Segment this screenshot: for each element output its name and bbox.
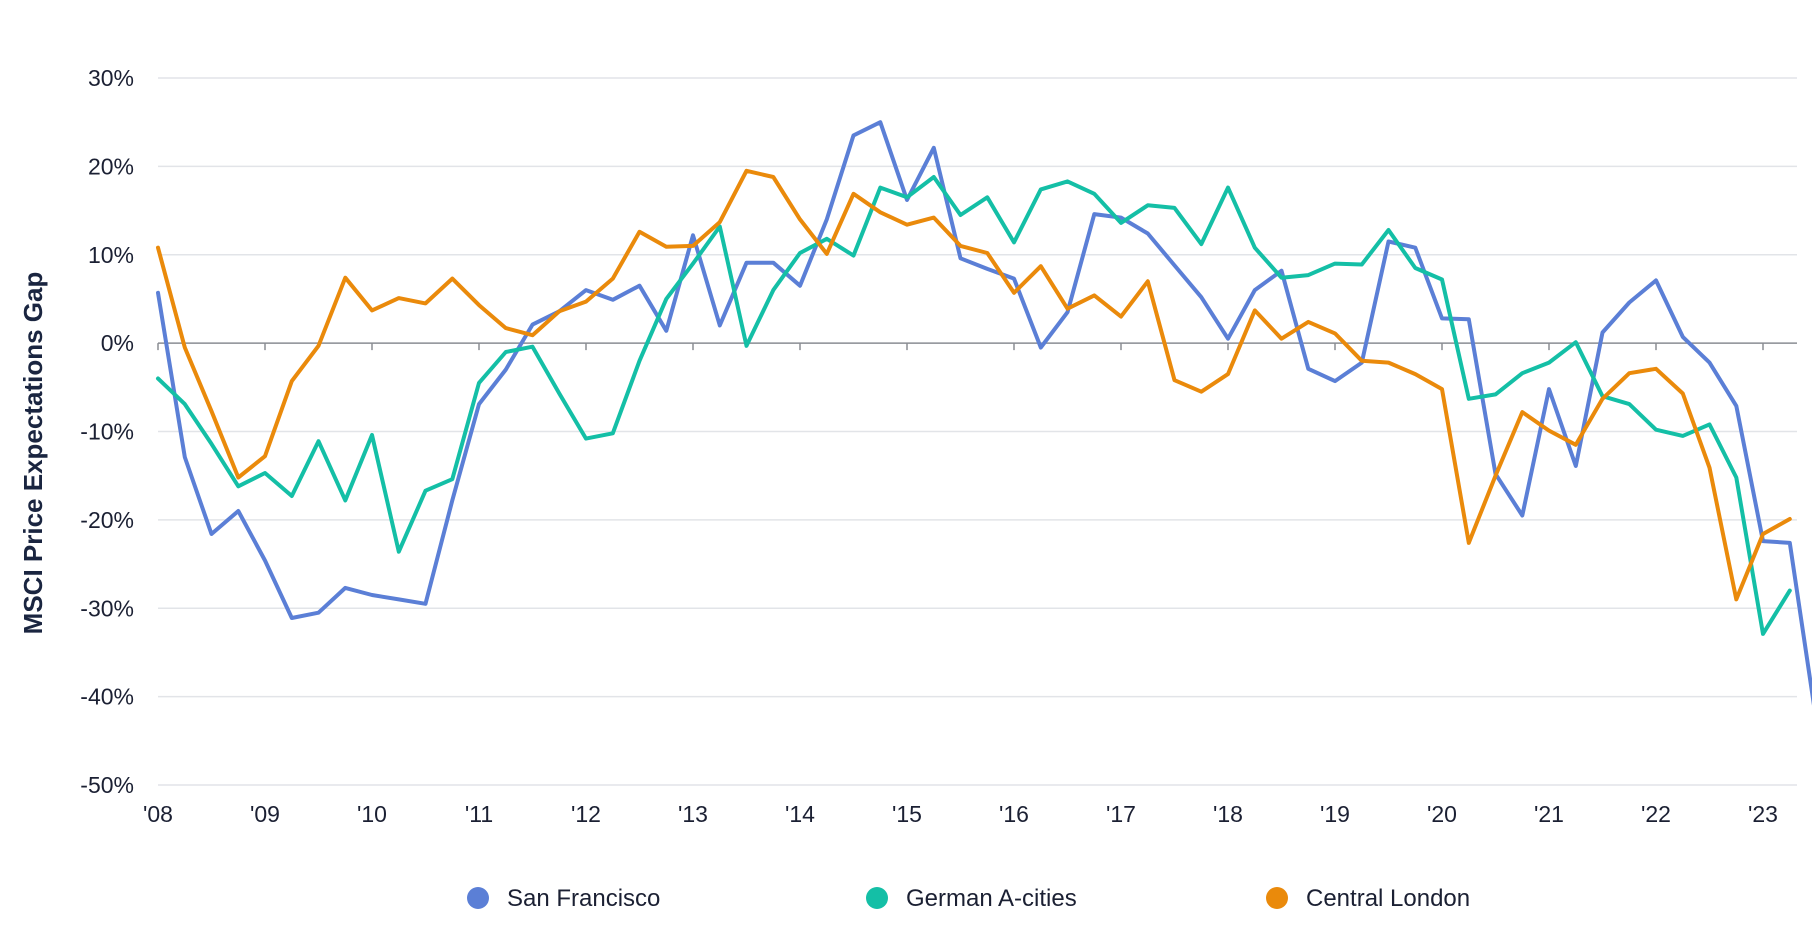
y-tick-label: 30% xyxy=(88,65,134,91)
x-tick-label: '14 xyxy=(785,801,815,827)
series-line-san-francisco xyxy=(156,120,1812,706)
x-tick-label: '17 xyxy=(1106,801,1136,827)
x-tick-label: '18 xyxy=(1213,801,1243,827)
x-tick-label: '15 xyxy=(892,801,922,827)
legend-item[interactable]: San Francisco xyxy=(467,885,660,912)
y-axis-title: MSCI Price Expectations Gap xyxy=(18,272,48,635)
y-tick-label: -10% xyxy=(80,419,134,445)
legend-marker-icon xyxy=(467,887,489,909)
y-tick-label: -50% xyxy=(80,772,134,798)
legend-item[interactable]: Central London xyxy=(1266,885,1470,912)
x-tick-label: '19 xyxy=(1320,801,1350,827)
legend-marker-icon xyxy=(1266,887,1288,909)
series-line-central-london xyxy=(156,168,1792,602)
x-tick-label: '08 xyxy=(143,801,173,827)
x-tick-label: '10 xyxy=(357,801,387,827)
legend-label: San Francisco xyxy=(507,885,660,912)
x-axis-tick-labels: '08 '09 '10 '11 '12 '13 '14 '15 '16 '17 '18 '19 '20 '… xyxy=(143,801,1778,827)
series-line-german-a-cities xyxy=(156,175,1792,636)
x-tick-label: '23 xyxy=(1748,801,1778,827)
y-axis-tick-labels: 30% 20% 10% 0% -10% -20% -30% -40% -50% xyxy=(80,65,134,798)
legend: San Francisco German A-cities Central Lond… xyxy=(467,885,1470,912)
legend-label: Central London xyxy=(1306,885,1470,912)
x-tick-label: '12 xyxy=(571,801,601,827)
x-tick-label: '13 xyxy=(678,801,708,827)
y-tick-label: -30% xyxy=(80,595,134,621)
x-tick-label: '16 xyxy=(999,801,1029,827)
legend-item[interactable]: German A-cities xyxy=(866,885,1077,912)
x-tick-label: '21 xyxy=(1534,801,1564,827)
x-tick-label: '22 xyxy=(1641,801,1671,827)
y-tick-label: -40% xyxy=(80,684,134,710)
legend-marker-icon xyxy=(866,887,888,909)
gridlines xyxy=(157,77,1797,786)
x-tick-label: '09 xyxy=(250,801,280,827)
y-tick-label: 0% xyxy=(101,330,134,356)
x-tick-label: '11 xyxy=(465,801,493,827)
y-tick-label: 10% xyxy=(88,242,134,268)
y-tick-label: -20% xyxy=(80,507,134,533)
legend-label: German A-cities xyxy=(906,885,1077,912)
y-tick-label: 20% xyxy=(88,153,134,179)
x-tick-label: '20 xyxy=(1427,801,1457,827)
series-lines xyxy=(156,120,1812,706)
